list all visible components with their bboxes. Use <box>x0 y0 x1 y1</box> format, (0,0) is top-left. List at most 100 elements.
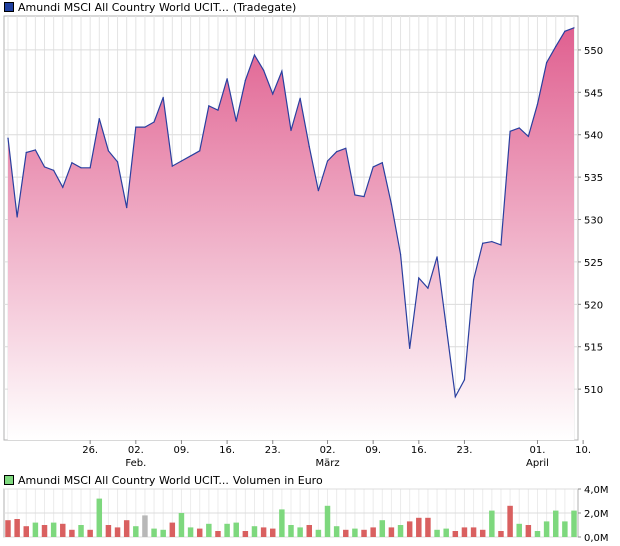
price-point <box>399 253 402 255</box>
volume-bar <box>534 531 541 537</box>
volume-bar <box>14 519 20 537</box>
volume-bar <box>553 510 559 537</box>
price-legend: Amundi MSCI All Country World UCIT... (T… <box>4 0 300 14</box>
volume-bar <box>443 528 449 537</box>
y-tick-label: 510 <box>584 385 603 396</box>
volume-bar <box>516 523 522 537</box>
volume-bar <box>78 525 84 537</box>
volume-bar <box>60 523 66 537</box>
price-point <box>445 325 447 327</box>
price-point <box>107 150 110 152</box>
price-point <box>244 79 246 82</box>
volume-bar <box>333 526 340 537</box>
price-point <box>226 78 228 80</box>
price-legend-exchange: (Tradegate) <box>232 0 297 14</box>
price-point <box>153 121 155 123</box>
price-point <box>217 109 219 111</box>
y-tick-label: 530 <box>584 216 603 227</box>
volume-bar <box>233 522 239 537</box>
price-point <box>518 127 520 129</box>
price-point <box>80 167 82 169</box>
price-point <box>363 196 365 198</box>
volume-bar <box>270 528 276 537</box>
price-point <box>116 161 119 163</box>
price-point <box>491 240 493 243</box>
volume-bar <box>324 505 331 537</box>
volume-bar <box>388 527 395 537</box>
price-point <box>573 27 575 29</box>
volume-bar <box>160 529 166 537</box>
price-point <box>180 160 183 162</box>
volume-frame <box>3 488 579 538</box>
y-tick-label: 520 <box>584 300 603 311</box>
x-tick-label: 26. <box>82 445 98 456</box>
volume-bar <box>96 498 103 537</box>
price-point <box>98 118 100 120</box>
price-point <box>555 45 557 48</box>
volume-bar <box>543 521 550 537</box>
price-point <box>381 162 383 164</box>
volume-bar <box>461 527 468 537</box>
volume-legend-title: Amundi MSCI All Country World UCIT... <box>18 473 229 487</box>
price-chart: 510 515 520 525 530 535 540 545 550 26. 02. Feb. 09.… <box>3 15 603 469</box>
price-point <box>71 162 73 164</box>
volume-bar <box>525 525 532 537</box>
volume-bar <box>479 529 486 537</box>
price-point <box>43 166 46 168</box>
volume-bar <box>50 522 57 537</box>
volume-bar <box>178 513 185 537</box>
x-tick-label: 09. <box>365 445 381 456</box>
price-point <box>126 207 128 209</box>
volume-y-tick-label: 2,0M <box>584 509 609 520</box>
price-point <box>7 137 9 139</box>
price-legend-swatch <box>4 2 14 12</box>
volume-bar <box>215 531 221 537</box>
x-tick-month-label: März <box>315 458 339 469</box>
price-point <box>326 160 329 162</box>
volume-bar <box>352 528 358 537</box>
y-tick-label: 550 <box>584 46 603 57</box>
volume-bar <box>69 529 75 537</box>
volume-bar <box>297 527 303 537</box>
x-tick-month-label: April <box>526 458 549 469</box>
volume-bar <box>425 517 431 537</box>
price-point <box>317 190 319 192</box>
volume-legend-swatch <box>4 475 14 485</box>
price-point <box>390 203 393 205</box>
volume-bar <box>507 505 513 537</box>
volume-bar <box>251 526 258 537</box>
price-point <box>208 105 210 107</box>
volume-bar <box>151 528 157 537</box>
volume-bar <box>23 526 29 537</box>
volume-bar <box>498 531 504 537</box>
volume-bar <box>571 510 577 537</box>
volume-bar <box>379 520 386 537</box>
volume-bar <box>169 522 176 537</box>
price-point <box>263 69 265 71</box>
volume-bar <box>123 520 130 537</box>
volume-bar <box>5 520 11 537</box>
y-tick-label: 540 <box>584 131 603 142</box>
price-point <box>546 62 548 64</box>
volume-bar <box>133 526 139 537</box>
price-point <box>336 151 338 153</box>
volume-bar <box>87 529 93 537</box>
volume-bar <box>315 529 322 537</box>
volume-legend: Amundi MSCI All Country World UCIT... Vo… <box>4 473 327 487</box>
price-point <box>354 194 356 196</box>
price-point <box>436 256 438 258</box>
x-tick-label: 01. <box>530 445 546 456</box>
volume-bar <box>114 527 121 537</box>
volume-bar <box>105 525 112 537</box>
volume-bar <box>562 521 568 537</box>
volume-bar <box>306 525 312 537</box>
price-point <box>409 347 411 350</box>
price-point <box>253 54 256 56</box>
volume-y-tick-label: 4,0M <box>584 485 609 496</box>
volume-bar <box>242 531 249 537</box>
volume-bar <box>370 527 376 537</box>
volume-bar <box>406 521 413 537</box>
y-tick-label: 535 <box>584 173 603 184</box>
price-point <box>299 97 301 99</box>
volume-y-tick-label: 0,0M <box>584 533 609 544</box>
